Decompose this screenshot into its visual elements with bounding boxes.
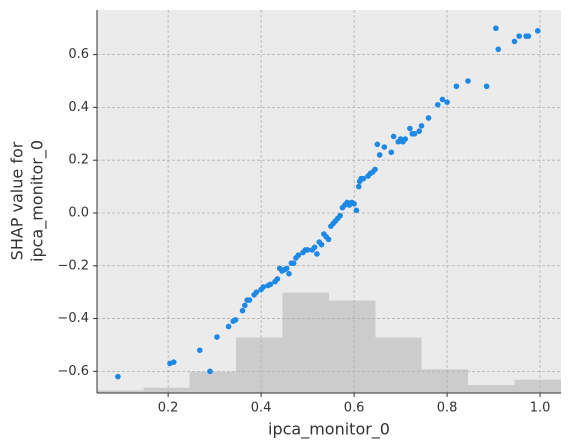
point (311, 244, 318, 251)
point (290, 260, 297, 266)
point (286, 270, 292, 277)
x-tick-label: 0.6 (344, 401, 365, 416)
point (372, 166, 378, 173)
point (242, 302, 248, 309)
point (390, 133, 397, 140)
point (516, 33, 522, 39)
x-tick-label: 0.4 (251, 401, 272, 416)
point (453, 83, 460, 90)
point (534, 28, 541, 34)
point (283, 265, 290, 272)
histogram-bar (514, 379, 561, 393)
point (170, 359, 177, 365)
x-tick-label: 0.8 (437, 401, 458, 416)
y-tick-label: 0.6 (68, 47, 89, 62)
y-tick-label: −0.6 (57, 364, 89, 379)
point (267, 281, 274, 288)
point (425, 115, 432, 121)
y-tick-label: 0.4 (68, 100, 89, 115)
histogram-bar (329, 300, 376, 393)
point (388, 149, 395, 156)
point (304, 247, 311, 253)
point (295, 252, 302, 259)
point (239, 307, 246, 314)
point (418, 123, 425, 129)
point (253, 289, 260, 295)
histogram-bar (468, 385, 515, 393)
point (483, 83, 490, 90)
histogram-bar (236, 337, 283, 393)
histogram-bar (375, 337, 422, 393)
point (376, 152, 383, 158)
point (353, 207, 360, 214)
foreground-layer: 0.2 0.4 0.6 0.8 1.0 −0.6 −0.4 −0.2 0.0 0.2 0.4 0.6 (57, 10, 561, 416)
histogram-bar (421, 369, 469, 393)
point (439, 96, 446, 103)
point (207, 368, 213, 375)
point (314, 251, 320, 257)
point (411, 130, 418, 137)
point (325, 236, 332, 243)
point (360, 175, 367, 182)
point (381, 144, 388, 150)
point (115, 373, 121, 380)
histogram-bar (143, 387, 190, 393)
point (355, 183, 362, 190)
point (318, 241, 325, 248)
point (337, 212, 343, 219)
point (196, 347, 203, 354)
point (525, 33, 532, 39)
histogram-bar (189, 371, 237, 393)
point (214, 334, 220, 340)
point (374, 141, 381, 148)
point (246, 297, 253, 303)
point (465, 78, 471, 84)
point (493, 25, 499, 32)
point (232, 317, 239, 323)
histogram-bar (282, 292, 329, 393)
point (402, 136, 409, 142)
point (511, 38, 518, 45)
point (225, 323, 232, 330)
point (416, 128, 422, 134)
y-tick-label: 0.0 (68, 205, 89, 220)
y-tick-label: 0.2 (68, 153, 89, 168)
histogram-bar (97, 390, 144, 393)
x-axis-label: ipca_monitor_0 (268, 420, 390, 440)
point (274, 276, 281, 282)
y-axis-label: ipca_monitor_0 (28, 140, 48, 262)
point (495, 46, 502, 53)
y-axis-label: SHAP value for (8, 141, 27, 260)
x-tick-label: 1.0 (530, 401, 551, 416)
point (444, 99, 450, 105)
point (260, 284, 267, 290)
x-tick-label: 0.2 (158, 401, 179, 416)
y-tick-label: −0.4 (57, 311, 89, 326)
point (407, 125, 413, 132)
point (351, 200, 357, 207)
y-tick-label: −0.2 (57, 258, 89, 273)
point (434, 101, 441, 108)
